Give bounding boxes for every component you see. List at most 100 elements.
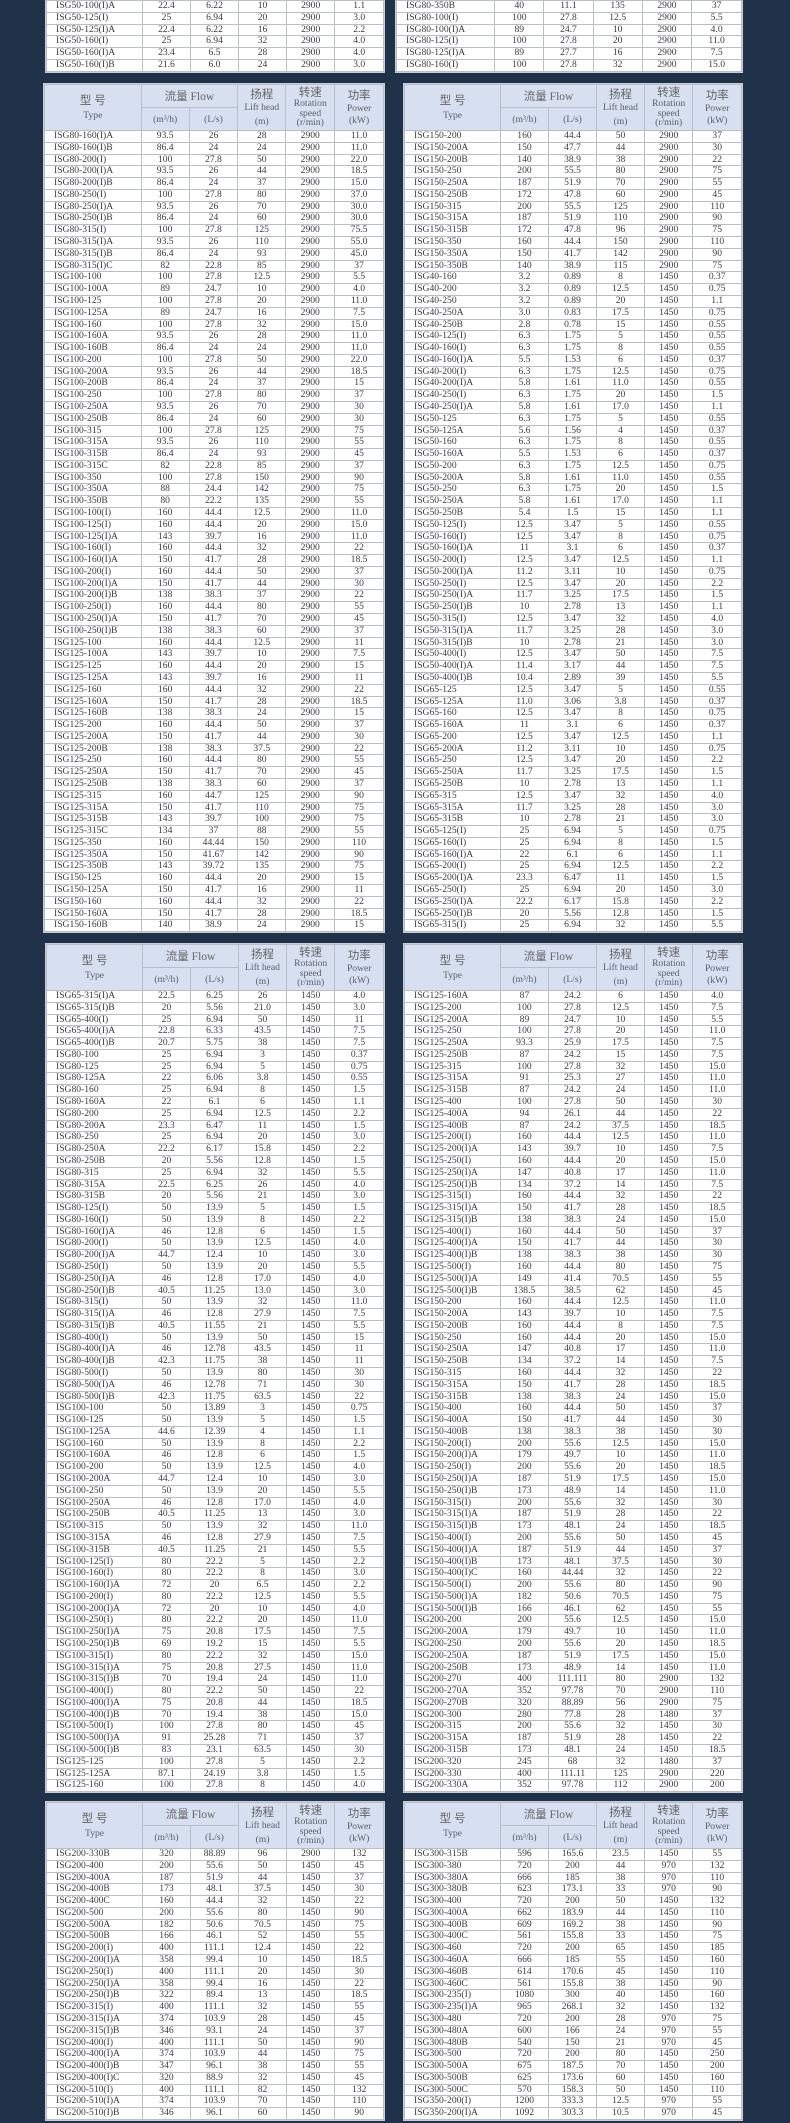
cell-lift-head: 15 <box>596 318 645 332</box>
cell-flow-ls: 27.8 <box>189 1755 240 1769</box>
cell-power: 2.2 <box>334 1213 384 1227</box>
table-row: ISG100-200(I)A 150 41.7 44 2900 30 <box>44 577 384 591</box>
cell-power: 11.0 <box>692 1626 742 1639</box>
cell-flow-m3h: 160 <box>500 1567 549 1581</box>
table-row: ISG125-350 160 44.44 150 2900 110 <box>44 836 384 850</box>
cell-speed: 1450 <box>643 860 694 874</box>
cell-type: ISG200-200(I) <box>46 1942 144 1956</box>
cell-lift-head: 21 <box>238 1190 287 1204</box>
cell-speed: 1450 <box>643 424 694 438</box>
cell-power: 30 <box>692 1096 742 1109</box>
cell-speed: 2900 <box>285 330 336 344</box>
cell-flow-m3h: 160 <box>140 719 190 732</box>
cell-flow-m3h: 50 <box>142 1437 191 1451</box>
cell-lift-head: 32 <box>238 1895 287 1908</box>
cell-flow-m3h: 100 <box>500 1060 549 1074</box>
cell-speed: 1450 <box>643 1025 694 1039</box>
cell-type: ISG100-250(I)A <box>46 1626 144 1639</box>
spec-table: 型 号 Type 流量 Flow 扬程 Lift head (m) 转速 Rotatio… <box>404 944 742 1793</box>
cell-speed: 1450 <box>643 1072 694 1086</box>
cell-lift-head: 26 <box>238 1178 287 1192</box>
cell-type: ISG150-500(I) <box>404 1579 502 1592</box>
cell-flow-ls: 20.8 <box>189 1661 240 1675</box>
cell-flow-ls: 48.1 <box>189 1883 240 1897</box>
cell-type: ISG125-315 <box>404 1060 502 1074</box>
cell-type: ISG100-100(I) <box>44 507 142 520</box>
cell-power: 3.0 <box>334 58 384 72</box>
cell-lift-head: 60 <box>237 777 287 791</box>
cell-lift-head: 21 <box>238 1319 287 1333</box>
cell-flow-ls: 55.6 <box>547 1720 598 1734</box>
cell-type: ISG50-250 <box>404 483 502 497</box>
cell-type: ISG125-500(I) <box>404 1260 502 1274</box>
cell-flow-ls: 26.1 <box>547 1107 598 1121</box>
cell-flow-ls: 41.7 <box>188 554 239 567</box>
cell-type: ISG100-125(I) <box>46 1555 144 1569</box>
table-row: ISG50-100(I)A 22.4 6.22 10 2900 1.1 <box>46 0 384 13</box>
cell-speed: 1450 <box>285 1166 336 1180</box>
cell-lift-head: 50 <box>237 565 287 579</box>
cell-type: ISG150-200 <box>404 1296 502 1310</box>
cell-type: ISG200-510(I) <box>46 2083 144 2097</box>
cell-speed: 1450 <box>643 353 694 367</box>
cell-lift-head: 80 <box>238 1720 287 1734</box>
cell-lift-head: 50 <box>237 353 287 367</box>
cell-flow-ls: 40.8 <box>547 1166 598 1180</box>
cell-type: ISG300-380A <box>404 1871 502 1885</box>
cell-flow-ls: 3.25 <box>547 801 598 815</box>
cell-power: 15.0 <box>334 177 384 190</box>
cell-type: ISG100-125(I)A <box>44 530 142 544</box>
table-row: ISG300-500C 570 158.3 50 1450 110 <box>404 2083 742 2097</box>
table-row: ISG80-200(I) 100 27.8 50 2900 22.0 <box>44 153 384 167</box>
table-row: ISG100-125A 89 24.7 16 2900 7.5 <box>44 306 384 320</box>
table-row: ISG150-250A 187 51.9 70 2900 55 <box>404 177 742 190</box>
cell-flow-m3h: 100 <box>500 1096 549 1109</box>
cell-flow-m3h: 3.2 <box>500 283 549 296</box>
cell-power: 3.0 <box>334 1001 384 1015</box>
cell-type: ISG150-200B <box>404 153 502 167</box>
cell-flow-m3h: 187 <box>500 1732 549 1745</box>
cell-type: ISG150-400(I) <box>404 1531 502 1545</box>
cell-flow-m3h: 20.7 <box>142 1037 191 1050</box>
cell-flow-m3h: 138 <box>140 742 190 756</box>
cell-flow-m3h: 12.5 <box>500 530 549 544</box>
cell-lift-head: 6 <box>238 1449 287 1463</box>
cell-type: ISG80-315B <box>46 1190 144 1204</box>
table-row: ISG350-200(I)A 1092 303.3 10.5 970 45 <box>404 2107 742 2120</box>
cell-speed: 1450 <box>643 342 694 355</box>
cell-lift-head: 125 <box>596 200 645 214</box>
cell-type: ISG150-315A <box>404 1378 502 1392</box>
cell-type: ISG125-160B <box>44 707 142 721</box>
cell-flow-ls: 12.8 <box>189 1449 240 1463</box>
divider-bar <box>45 73 745 81</box>
table-row: ISG40-250(I)A 5.8 1.61 17.0 1450 1.1 <box>404 400 742 414</box>
cell-type: ISG125-350 <box>44 836 142 850</box>
cell-speed: 1450 <box>643 1602 694 1616</box>
cell-flow-m3h: 173 <box>500 1484 549 1498</box>
cell-lift-head: 21 <box>596 813 645 827</box>
table-row: ISG65-400(I)B 20.7 5.75 38 1450 7.5 <box>46 1037 384 1050</box>
cell-flow-ls: 6.94 <box>189 1131 240 1145</box>
cell-flow-m3h: 6.3 <box>500 412 549 426</box>
table-row: ISG50-315(I)B 10 2.78 21 1450 3.0 <box>404 636 742 650</box>
table-row: ISG150-350 160 44.4 150 2900 110 <box>404 236 742 249</box>
cell-flow-ls: 22.2 <box>189 1685 240 1698</box>
cell-lift-head: 110 <box>596 212 645 226</box>
cell-type: ISG50-125(I) <box>404 518 502 532</box>
cell-flow-m3h: 561 <box>500 1977 549 1991</box>
table-row: ISG65-200(I) 25 6.94 12.5 1450 2.2 <box>404 860 742 874</box>
cell-lift-head: 52 <box>238 1930 287 1944</box>
table-row: ISG80-250(I)A 46 12.8 17.0 1450 4.0 <box>46 1272 384 1286</box>
cell-type: ISG100-200(I)A <box>44 577 142 591</box>
cell-flow-ls: 11.25 <box>189 1543 240 1557</box>
cell-flow-m3h: 160 <box>500 1260 549 1274</box>
cell-flow-m3h: 75 <box>142 1661 191 1675</box>
cell-flow-m3h: 140 <box>500 259 549 273</box>
cell-speed: 2900 <box>641 47 693 60</box>
table-row: ISG80-100(I) 100 27.8 12.5 2900 5.5 <box>396 11 742 25</box>
cell-power: 220 <box>692 1767 742 1781</box>
cell-flow-ls: 111.1 <box>189 2083 240 2097</box>
cell-power: 11.0 <box>692 1131 742 1145</box>
cell-speed: 2900 <box>643 200 694 214</box>
cell-lift-head: 20 <box>237 872 287 885</box>
